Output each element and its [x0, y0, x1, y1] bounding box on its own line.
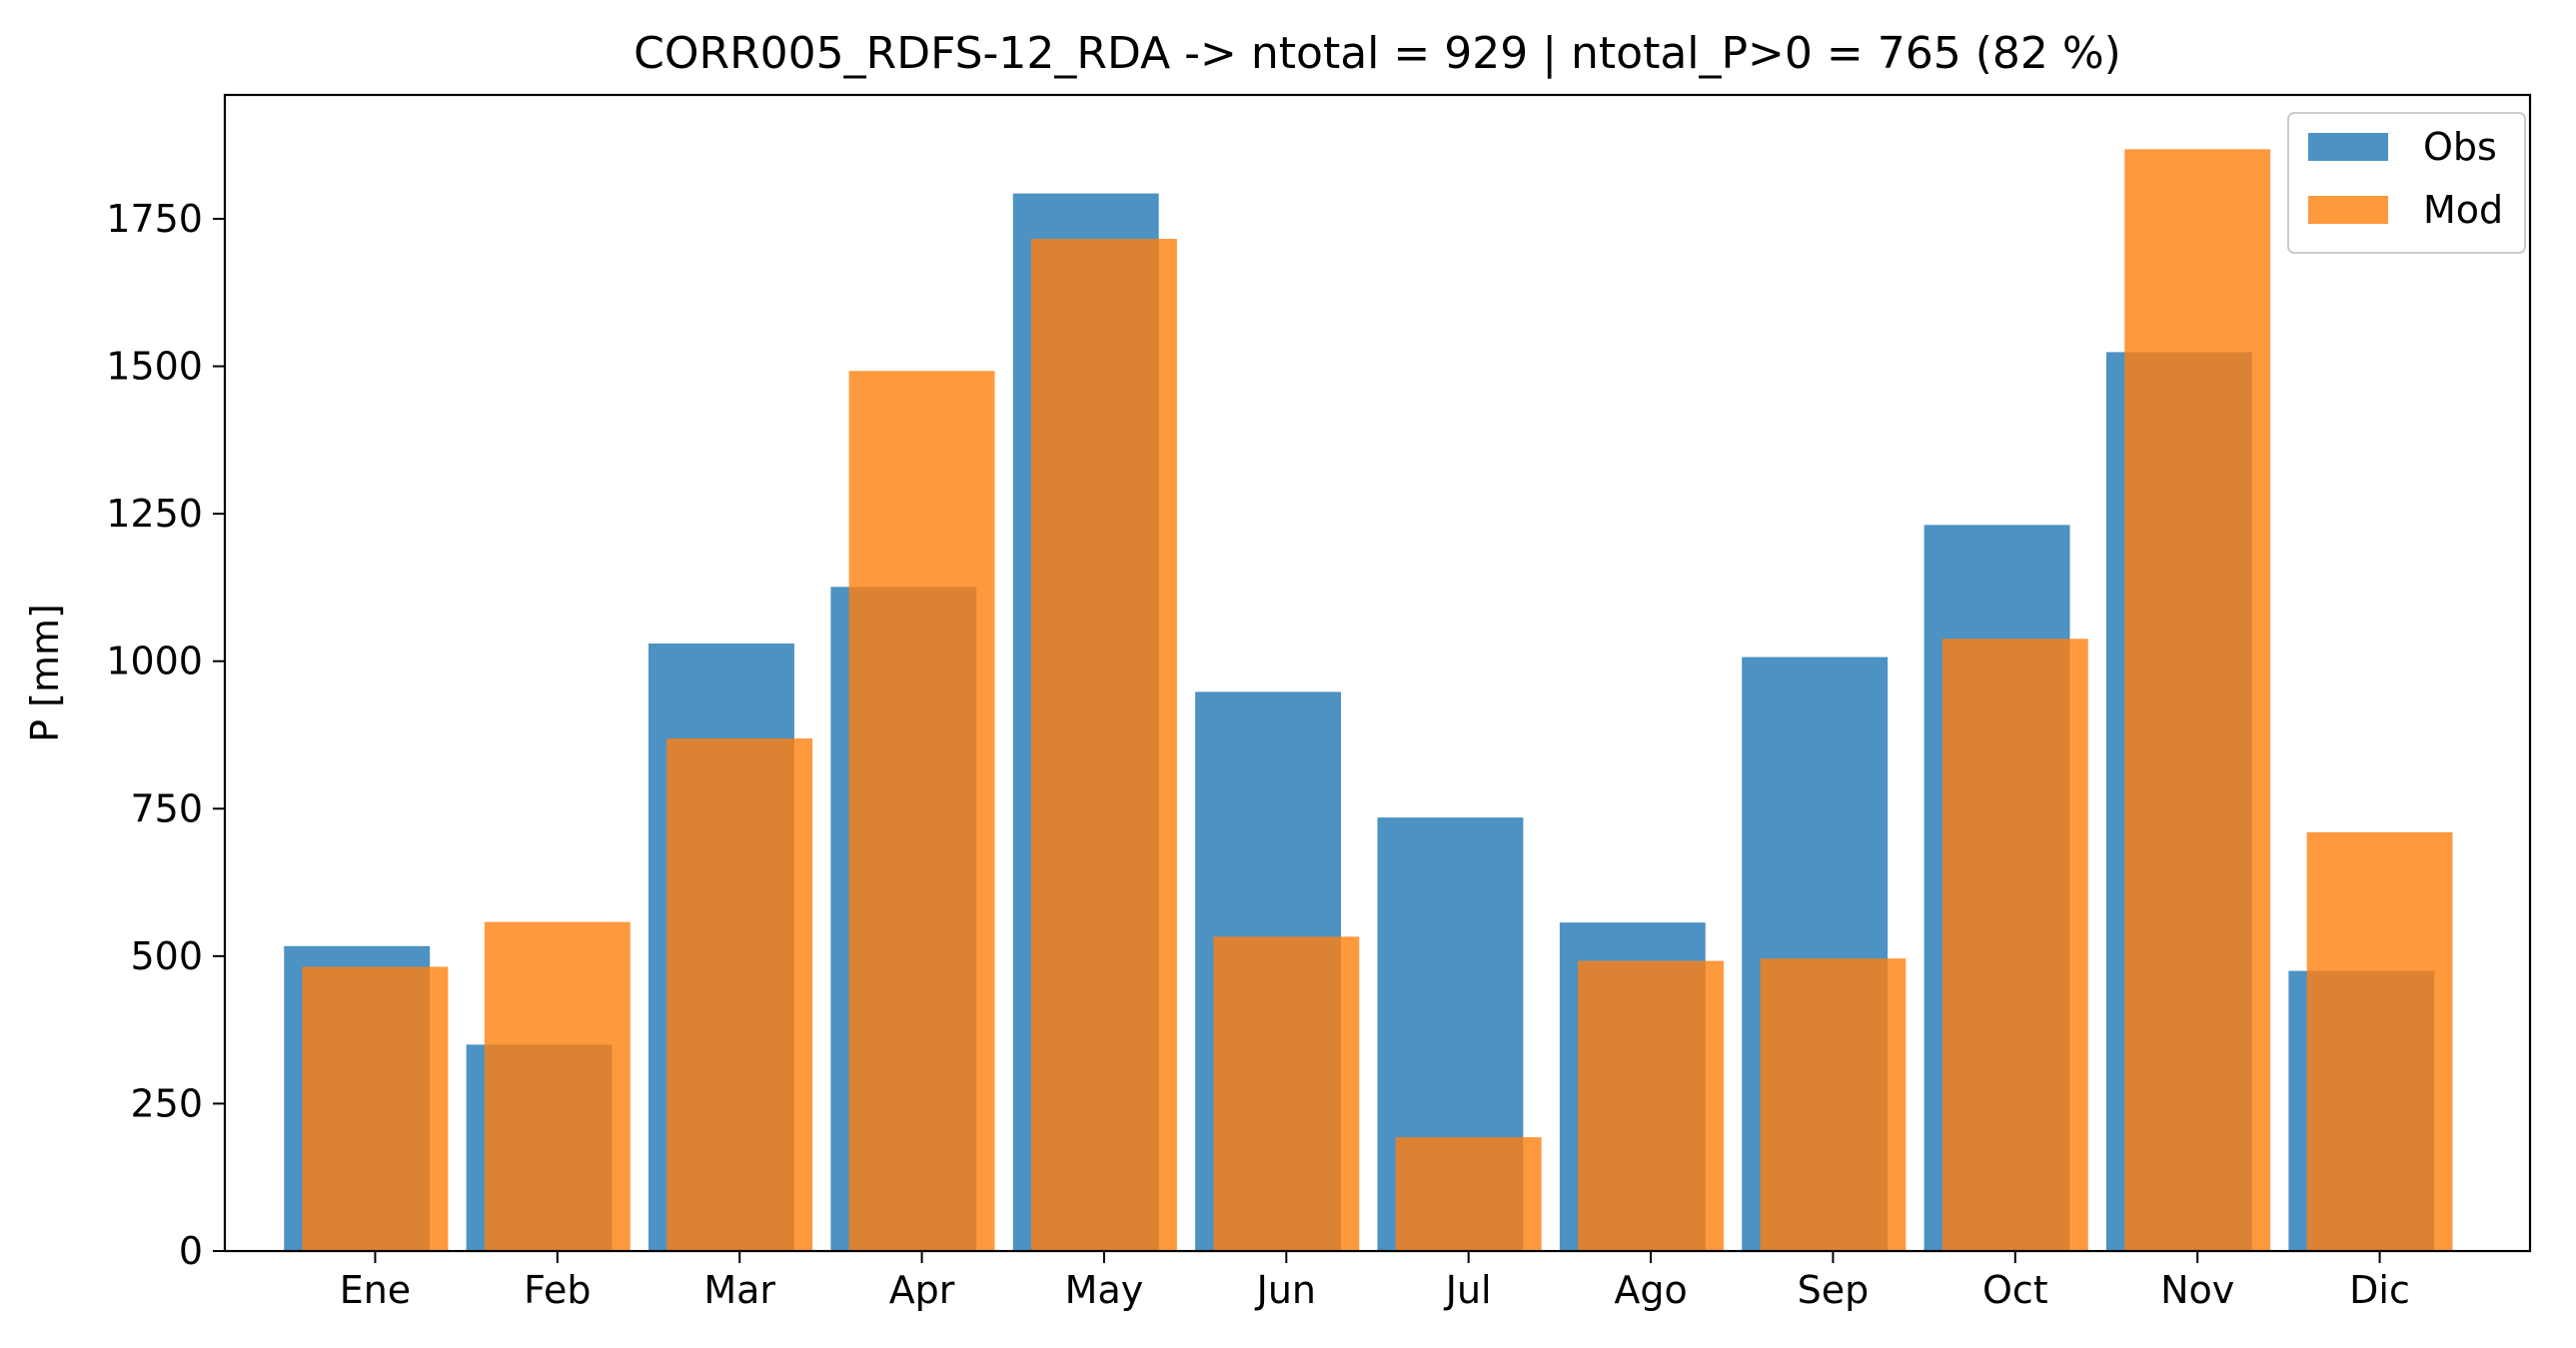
bar-mod-may [1030, 239, 1177, 1252]
bar-mod-feb [484, 921, 631, 1251]
x-tick-label-ene: Ene [340, 1268, 411, 1312]
bar-mod-apr [848, 371, 995, 1251]
bars-group [284, 149, 2453, 1252]
x-tick-label-sep: Sep [1798, 1268, 1870, 1312]
y-tick-label: 500 [130, 934, 203, 978]
legend-swatch-mod [2308, 196, 2388, 224]
y-tick-label: 0 [179, 1229, 203, 1273]
bar-mod-ago [1578, 960, 1725, 1251]
x-axis: Ene Feb Mar Apr May Jun Jul Ago Sep Oct Nov Dic [340, 1251, 2410, 1312]
x-tick-label-mar: Mar [703, 1268, 775, 1312]
chart-title: CORR005_RDFS-12_RDA -> ntotal = 929 | nt… [634, 28, 2121, 79]
y-axis: 0 250 500 750 1000 1250 1500 1750 [106, 197, 225, 1273]
bar-mod-ene [302, 966, 449, 1251]
y-tick-label: 750 [130, 786, 203, 830]
x-tick-label-dic: Dic [2349, 1268, 2410, 1312]
bar-mod-sep [1760, 958, 1907, 1251]
x-tick-label-jul: Jul [1444, 1268, 1492, 1312]
y-tick-label: 250 [130, 1081, 203, 1125]
x-tick-label-feb: Feb [524, 1268, 591, 1312]
legend-label-obs: Obs [2423, 125, 2497, 169]
bar-mod-jun [1213, 936, 1360, 1251]
bar-mod-nov [2124, 149, 2271, 1252]
x-tick-label-oct: Oct [1982, 1268, 2048, 1312]
bar-mod-dic [2306, 831, 2453, 1251]
y-tick-label: 1750 [106, 197, 203, 241]
y-tick-label: 1500 [106, 345, 203, 389]
legend-label-mod: Mod [2423, 188, 2503, 232]
x-tick-label-jun: Jun [1255, 1268, 1316, 1312]
y-axis-label: P [mm] [23, 604, 67, 742]
bar-mod-oct [1941, 639, 2088, 1251]
legend: Obs Mod [2287, 112, 2526, 254]
x-tick-label-ago: Ago [1614, 1268, 1687, 1312]
y-tick-label: 1000 [106, 640, 203, 683]
x-tick-label-nov: Nov [2160, 1268, 2234, 1312]
y-tick-label: 1250 [106, 492, 203, 536]
bar-mod-jul [1395, 1137, 1542, 1251]
plot-frame [223, 93, 2532, 1253]
legend-swatch-obs [2308, 133, 2388, 161]
bar-mod-mar [666, 738, 813, 1251]
x-tick-label-may: May [1065, 1268, 1144, 1312]
x-tick-label-apr: Apr [889, 1268, 955, 1312]
